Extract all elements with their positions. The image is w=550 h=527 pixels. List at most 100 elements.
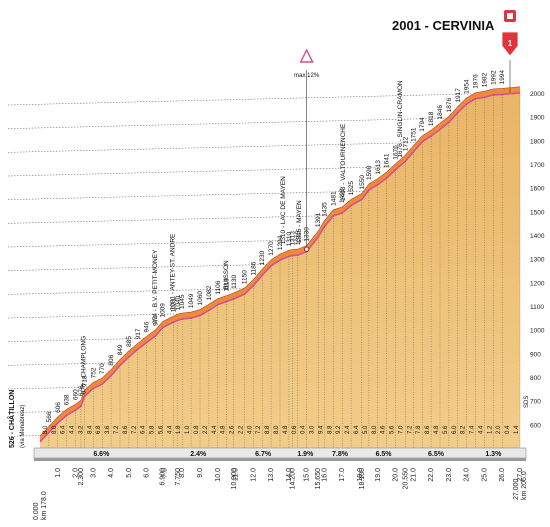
km-end-total: 27.000 xyxy=(513,478,520,500)
km-tick: 27.0 xyxy=(517,468,524,482)
gradient-value: 4.8 xyxy=(221,425,227,434)
gradient-value: 8.8 xyxy=(265,425,271,434)
altitude-label: 1846 xyxy=(437,105,444,120)
km-tick: 14.0 xyxy=(286,468,293,482)
gradient-value: 8.0 xyxy=(43,425,49,434)
altitude-label: 1031 xyxy=(170,297,177,312)
altitude-label: 718 xyxy=(81,375,88,386)
gradient-value: 8.2 xyxy=(461,425,467,434)
altitude-label: 946 xyxy=(144,321,151,332)
gradient-value: 5.6 xyxy=(158,425,164,434)
gradient-value: 3.6 xyxy=(105,425,111,434)
km-tick: 26.0 xyxy=(499,468,506,482)
altitude-label: 1391 xyxy=(315,212,322,227)
gradient-value: 8.6 xyxy=(425,425,431,434)
gradient-value: 0.4 xyxy=(505,425,511,434)
altitude-label: 1876 xyxy=(446,98,453,113)
altitude-label: 1082 xyxy=(206,285,213,300)
gradient-value: 8.0 xyxy=(52,425,58,434)
altitude-label: 1009 xyxy=(160,303,167,318)
place-label: 1493 - VALTOURNENCHE xyxy=(340,123,347,201)
finish-badge: 1 xyxy=(501,10,519,93)
base-strip: 8.0 8.0 6.4 4.4 3.2 8.4 6.8 3.6 7.2 8.6 7.2 6.4 5.8 5… xyxy=(33,425,527,461)
gradient-value: 4.8 xyxy=(283,425,289,434)
place-label: BUISSON xyxy=(223,260,230,290)
gradient-value: 4.0 xyxy=(247,425,253,434)
partial-km-tick: 20.550 xyxy=(402,468,409,490)
km-tick: 4.0 xyxy=(108,468,115,478)
partial-km-tick: 18.100 xyxy=(359,468,366,490)
altitude-label: 1315 xyxy=(295,230,302,245)
finish-flag-inner xyxy=(507,13,513,19)
km-tick: 15.0 xyxy=(304,468,311,482)
place-label: 676 - CHAMPLONG xyxy=(81,336,88,395)
gradient-value: 0.8 xyxy=(194,425,200,434)
start-sub: (via Menabreaz) xyxy=(20,405,26,448)
altitude-label: 1641 xyxy=(384,153,391,168)
altitude-label: 1818 xyxy=(428,111,435,126)
km-tick: 16.0 xyxy=(321,468,328,482)
altitude-tick: 1800 xyxy=(530,138,545,145)
road-top-edge xyxy=(39,86,521,437)
km-tick: 13.0 xyxy=(268,468,275,482)
gradient-value: 6.0 xyxy=(452,425,458,434)
partial-km-tick: 6.900 xyxy=(160,468,167,486)
km-tick: 24.0 xyxy=(464,468,471,482)
gradient-value: 6.8 xyxy=(96,425,102,434)
gradient-value: 1.2 xyxy=(487,425,493,434)
altitude-label: 1045 xyxy=(179,294,186,309)
altitude-label: 1330 xyxy=(304,227,311,242)
gradient-value: 5.6 xyxy=(390,425,396,434)
gradient-value: 1.4 xyxy=(514,425,520,434)
finish-shield-icon xyxy=(501,31,519,57)
gradient-value: 2.2 xyxy=(238,425,244,434)
altitude-tick: 700 xyxy=(530,399,541,406)
segment-gradient: 1.9% xyxy=(297,451,314,458)
altitude-label: 1954 xyxy=(464,79,471,94)
gradient-value: 4.4 xyxy=(478,425,484,434)
km-tick: 11.0 xyxy=(233,468,240,481)
altitude-label: 1119 xyxy=(224,278,231,292)
altitude-label: 1435 xyxy=(321,202,328,217)
altitude-tick: 900 xyxy=(530,351,541,358)
altitude-label: 1186 xyxy=(250,261,257,275)
max-marker-triangle xyxy=(299,48,314,63)
gradient-value: 6.4 xyxy=(141,425,147,434)
gradient-value: 0.4 xyxy=(301,425,307,434)
sds-label: SDS xyxy=(524,396,530,408)
altitude-tick: 1200 xyxy=(530,280,545,287)
partial-km-tick: 14.200 xyxy=(289,468,296,490)
place-label: 1676 - SINGLIN-CRAMON xyxy=(397,80,404,158)
max-gradient-marker: max 12% xyxy=(294,48,320,252)
altitude-label: 917 xyxy=(135,328,142,339)
altitude-label: 1751 xyxy=(410,127,417,142)
altitude-tick: 600 xyxy=(530,422,541,429)
altitude-label: 849 xyxy=(117,344,124,355)
segment-gradient: 1.3% xyxy=(485,451,502,458)
gradient-value: 6.4 xyxy=(354,425,360,434)
segment-gradient: 6.6% xyxy=(93,451,110,458)
altitude-label: 1313 xyxy=(289,231,296,246)
altitude-tick: 1300 xyxy=(530,257,545,264)
km-tick: 20.0 xyxy=(393,468,400,482)
altitude-label: 1550 xyxy=(359,175,366,190)
gradient-value: 8.6 xyxy=(123,425,129,434)
segment-gradient: 6.5% xyxy=(428,451,445,458)
km-tick: 6.0 xyxy=(144,468,151,478)
altitude-label: 1481 xyxy=(330,191,337,206)
altitude-tick: 1600 xyxy=(530,186,545,193)
gradient-value: 4.8 xyxy=(434,425,440,434)
altitude-label: 770 xyxy=(99,363,106,374)
km-tick: 12.0 xyxy=(250,468,257,482)
start-altitude: 526 - CHÂTILLON xyxy=(7,390,16,448)
altitude-label: 1060 xyxy=(197,291,204,306)
altitude-label: 1493 xyxy=(339,188,346,203)
altitude-tick: 800 xyxy=(530,375,541,382)
km-tick: 18.0 xyxy=(357,468,364,482)
altitude-label: 1130 xyxy=(231,275,238,289)
km-start-total: 0.000 xyxy=(33,502,40,520)
altitude-tick: 1500 xyxy=(530,209,545,216)
altitude-label: 1794 xyxy=(419,117,426,132)
